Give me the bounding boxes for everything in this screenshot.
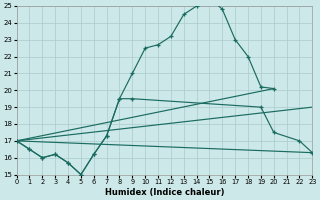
X-axis label: Humidex (Indice chaleur): Humidex (Indice chaleur) <box>105 188 224 197</box>
